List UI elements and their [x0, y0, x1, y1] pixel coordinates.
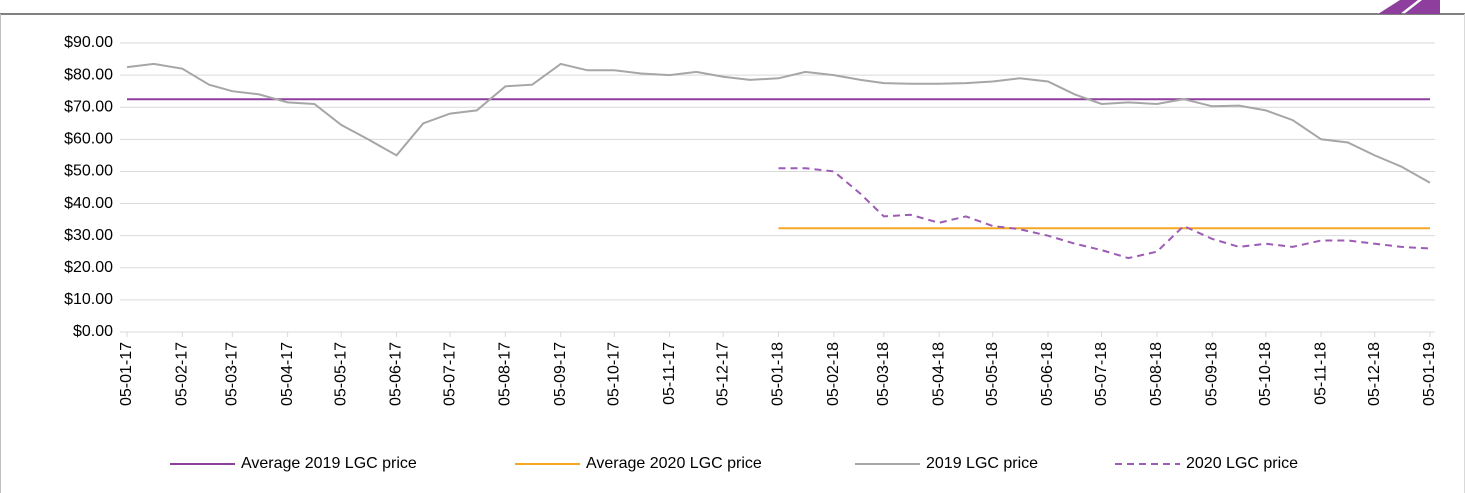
legend-label: Average 2019 LGC price — [241, 455, 417, 472]
y-tick-label: $70.00 — [64, 98, 113, 115]
x-tick-label: 05-05-18 — [984, 342, 1001, 406]
y-tick-label: $30.00 — [64, 227, 113, 244]
x-tick-label: 05-03-17 — [224, 342, 241, 406]
x-tick-label: 05-07-18 — [1093, 342, 1110, 406]
x-tick-label: 05-10-18 — [1257, 342, 1274, 406]
y-tick-label: $10.00 — [64, 291, 113, 308]
x-tick-label: 05-08-18 — [1148, 342, 1165, 406]
x-tick-label: 05-01-19 — [1421, 342, 1438, 406]
x-tick-label: 05-01-17 — [118, 342, 135, 406]
legend-label: 2019 LGC price — [926, 455, 1038, 472]
x-tick-label: 05-11-18 — [1312, 342, 1329, 405]
x-tick-label: 05-02-18 — [825, 342, 842, 406]
x-tick-label: 05-07-17 — [441, 342, 458, 406]
y-tick-label: $50.00 — [64, 163, 113, 180]
x-tick-label: 05-12-18 — [1366, 342, 1383, 406]
x-tick-label: 05-02-17 — [174, 342, 191, 406]
x-tick-label: 05-10-17 — [606, 342, 623, 406]
x-tick-label: 05-04-17 — [279, 342, 296, 406]
logo — [1378, 0, 1418, 14]
x-tick-label: 05-12-17 — [714, 342, 731, 406]
x-tick-label: 05-03-18 — [875, 342, 892, 406]
y-tick-label: $40.00 — [64, 195, 113, 212]
legend-label: Average 2020 LGC price — [586, 455, 762, 472]
y-tick-label: $80.00 — [64, 66, 113, 83]
y-tick-label: $60.00 — [64, 131, 113, 148]
x-tick-label: 05-09-17 — [552, 342, 569, 406]
y-tick-label: $90.00 — [64, 34, 113, 51]
x-tick-label: 05-11-17 — [661, 342, 678, 405]
x-tick-label: 05-05-17 — [332, 342, 349, 406]
x-tick-label: 05-08-17 — [497, 342, 514, 406]
legend-label: 2020 LGC price — [1186, 455, 1298, 472]
x-tick-label: 05-09-18 — [1203, 342, 1220, 406]
logo — [1404, 0, 1440, 14]
x-tick-label: 05-04-18 — [930, 342, 947, 406]
x-tick-label: 05-06-18 — [1039, 342, 1056, 406]
series-line — [126, 62, 1431, 184]
series-line — [778, 167, 1431, 260]
y-tick-label: $0.00 — [73, 323, 113, 340]
y-tick-label: $20.00 — [64, 259, 113, 276]
x-tick-label: 05-06-17 — [388, 342, 405, 406]
x-tick-label: 05-01-18 — [770, 342, 787, 406]
